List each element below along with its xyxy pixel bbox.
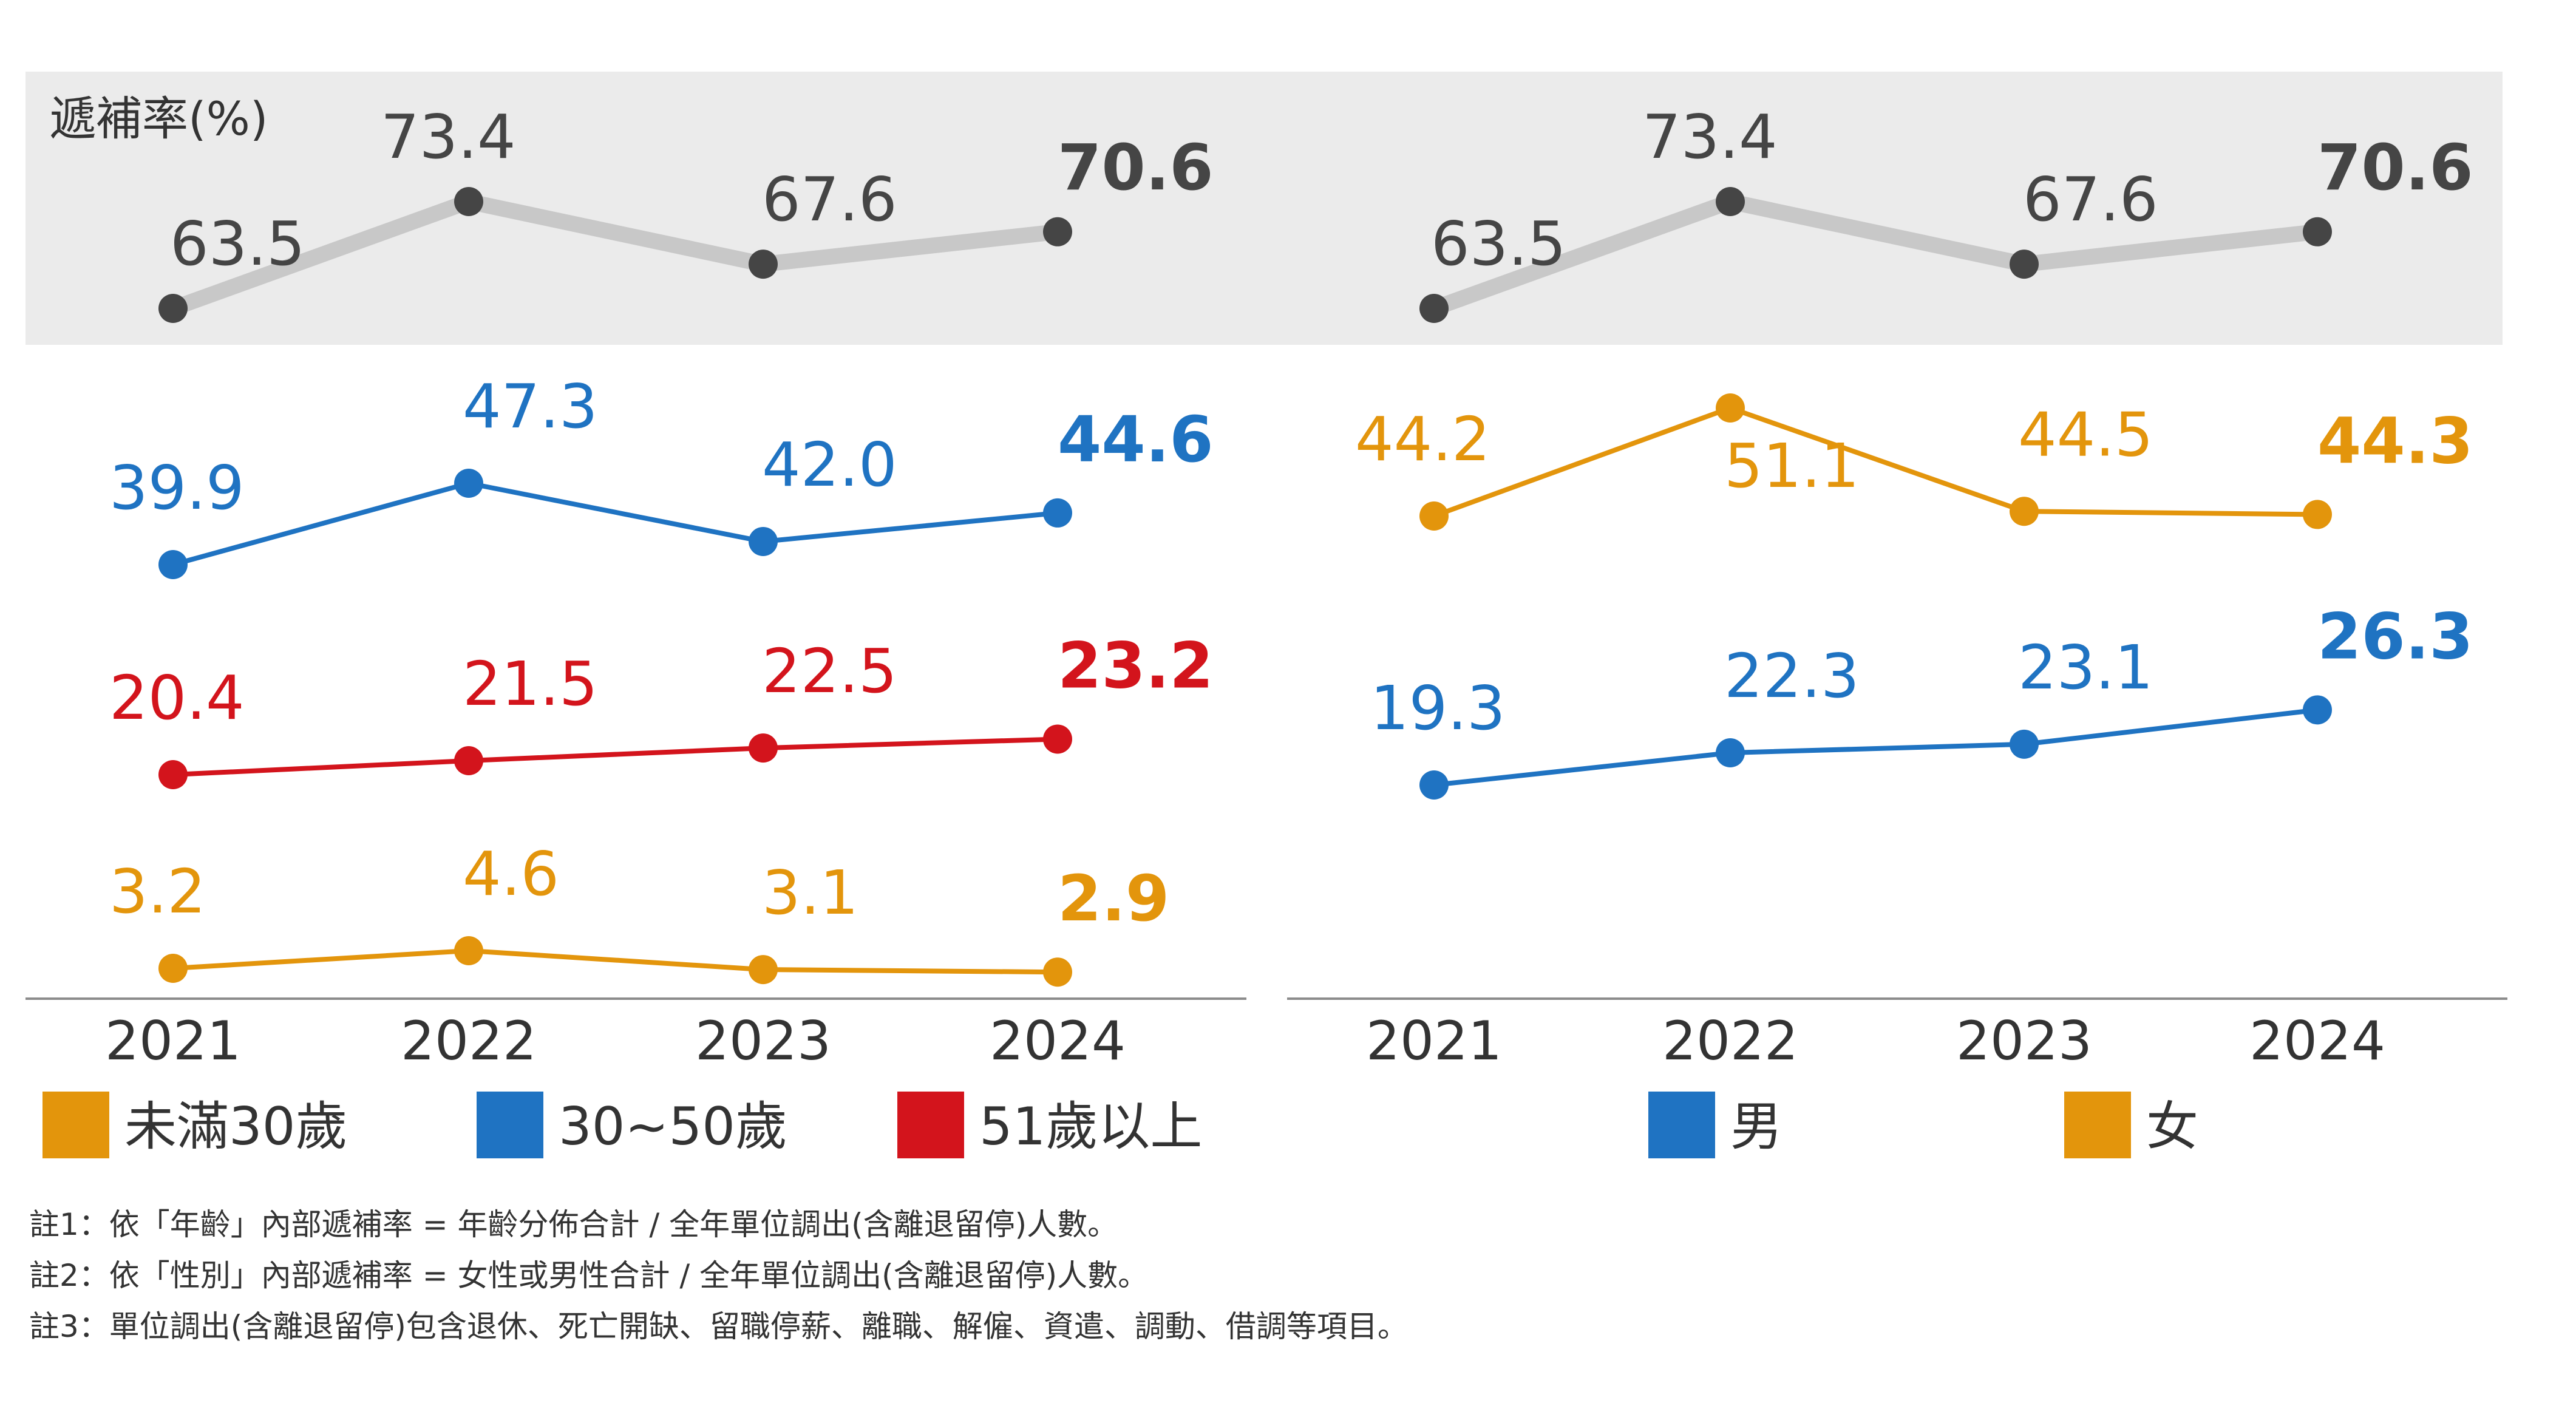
x-tick-labels: 2021 2022 2023 2024 2021 2022 2023 2024: [105, 1010, 2385, 1072]
footnote-1: 註1：依「年齡」內部遞補率 = 年齡分佈合計 / 全年單位調出(含離退留停)人數…: [29, 1207, 1118, 1242]
right-x-tick-3: 2024: [2249, 1010, 2385, 1072]
left-series-0-point-0: [158, 294, 188, 323]
right-series-1-label-2: 44.5: [2018, 399, 2153, 470]
left-series-1-label-3: 44.6: [1058, 403, 1214, 477]
right-series-1-point-2: [2010, 497, 2039, 526]
right-legend-swatch-0: [1648, 1092, 1715, 1158]
left-legend-label-1: 30~50歲: [559, 1096, 787, 1157]
left-series-0-label-0: 63.5: [170, 208, 305, 279]
left-series-2-label-2: 22.5: [762, 636, 897, 707]
right-series-0-label-0: 63.5: [1431, 208, 1566, 279]
right-series-2-label-3: 26.3: [2317, 599, 2473, 673]
right-series-line-2: [1432, 707, 2320, 787]
left-series-2-point-2: [749, 733, 778, 763]
right-series-0-point-0: [1419, 294, 1449, 323]
right-series-1-label-1: 51.1: [1724, 430, 1860, 501]
left-x-tick-1: 2022: [401, 1010, 537, 1072]
left-series-line-0: [165, 194, 1065, 316]
left-series-line-1: [171, 481, 1060, 567]
right-x-tick-1: 2022: [1662, 1010, 1798, 1072]
left-series-2-label-0: 20.4: [109, 662, 245, 733]
left-legend-label-2: 51歲以上: [979, 1096, 1202, 1157]
legend: 未滿30歲 30~50歲 51歲以上 男 女: [42, 1092, 2198, 1158]
left-series-3-point-0: [158, 954, 188, 983]
right-series-0-label-2: 67.6: [2023, 164, 2158, 235]
left-series-3-label-3: 2.9: [1058, 861, 1169, 936]
right-series-1-point-0: [1419, 501, 1449, 531]
right-series-2-label-1: 22.3: [1724, 640, 1860, 712]
left-legend-swatch-1: [477, 1092, 543, 1158]
left-x-tick-2: 2023: [695, 1010, 831, 1072]
left-series-2-label-3: 23.2: [1058, 628, 1214, 702]
left-series-1-label-0: 39.9: [109, 452, 245, 523]
right-series-1-point-3: [2303, 500, 2332, 529]
right-series-line-1: [1432, 406, 2320, 518]
right-x-tick-2: 2023: [1956, 1010, 2092, 1072]
left-series-3-label-1: 4.6: [463, 838, 559, 909]
right-series-0-point-3: [2303, 217, 2332, 246]
left-series-1-label-2: 42.0: [762, 429, 897, 500]
left-series-0-point-2: [749, 250, 778, 279]
right-series-0-point-2: [2010, 250, 2039, 279]
chart-marks: 63.5 73.4 67.6 70.6 39.9 47.3 42.0 44.6 20.4 21.5…: [109, 101, 2473, 987]
left-series-2-point-0: [158, 760, 188, 789]
right-legend-swatch-1: [2064, 1092, 2131, 1158]
left-series-1-point-2: [749, 526, 778, 556]
left-series-1-point-1: [454, 469, 483, 498]
right-series-1-label-0: 44.2: [1355, 404, 1490, 475]
right-series-1-label-3: 44.3: [2317, 404, 2473, 478]
chart-title: 遞補率(%): [50, 92, 268, 146]
left-series-0-label-2: 67.6: [762, 164, 897, 235]
left-series-1-label-1: 47.3: [463, 371, 598, 442]
left-x-tick-0: 2021: [105, 1010, 241, 1072]
right-series-2-point-1: [1716, 738, 1745, 767]
right-series-1-point-1: [1716, 393, 1745, 423]
left-series-3-point-1: [454, 936, 483, 965]
left-series-2-point-3: [1043, 724, 1072, 754]
left-series-2-label-1: 21.5: [463, 648, 598, 719]
left-x-tick-3: 2024: [990, 1010, 1126, 1072]
footnotes: 註1：依「年齡」內部遞補率 = 年齡分佈合計 / 全年單位調出(含離退留停)人數…: [29, 1199, 2518, 1352]
right-legend-label-1: 女: [2146, 1096, 2198, 1157]
right-series-2-label-0: 19.3: [1370, 673, 1506, 744]
right-series-2-point-0: [1419, 770, 1449, 800]
left-series-3-point-3: [1043, 957, 1072, 987]
left-series-0-label-3: 70.6: [1058, 131, 1214, 205]
right-series-2-point-3: [2303, 695, 2332, 725]
footnote-2: 註2：依「性別」內部遞補率 = 女性或男性合計 / 全年單位調出(含離退留停)人…: [29, 1258, 1149, 1293]
left-series-0-label-1: 73.4: [381, 101, 516, 172]
left-legend-swatch-2: [897, 1092, 964, 1158]
right-legend-label-0: 男: [1730, 1096, 1782, 1157]
left-series-1-point-0: [158, 550, 188, 579]
left-series-line-3: [171, 948, 1060, 975]
left-series-0-point-3: [1043, 217, 1072, 246]
left-series-0-point-1: [454, 187, 483, 216]
left-series-2-point-1: [454, 746, 483, 775]
right-series-0-label-1: 73.4: [1642, 101, 1778, 172]
left-legend-label-0: 未滿30歲: [124, 1096, 347, 1157]
left-series-3-point-2: [749, 955, 778, 985]
right-series-0-label-3: 70.6: [2317, 131, 2473, 205]
right-series-2-point-2: [2010, 729, 2039, 759]
left-series-1-point-3: [1043, 498, 1072, 528]
left-legend-swatch-0: [42, 1092, 109, 1158]
right-series-line-0: [1426, 194, 2325, 316]
left-series-3-label-2: 3.1: [762, 857, 858, 928]
footnote-3: 註3：單位調出(含離退留停)包含退休、死亡開缺、留職停薪、離職、解僱、資遣、調動…: [29, 1309, 1408, 1344]
left-series-3-label-0: 3.2: [109, 856, 206, 927]
right-x-tick-0: 2021: [1366, 1010, 1502, 1072]
right-series-0-point-1: [1716, 187, 1745, 216]
right-series-2-label-2: 23.1: [2018, 632, 2153, 703]
left-series-line-2: [171, 736, 1060, 777]
